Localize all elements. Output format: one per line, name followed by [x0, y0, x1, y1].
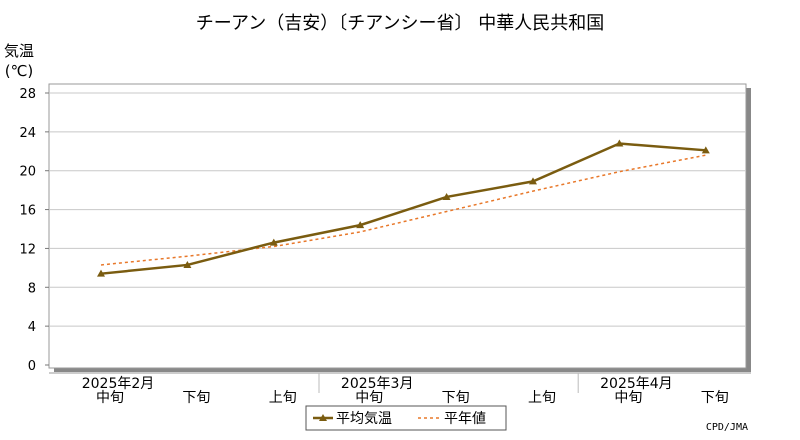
source-credit: CPD/JMA — [706, 422, 748, 433]
chart-title: チーアン（吉安）〔チアンシー省〕 中華人民共和国 — [196, 13, 605, 34]
month-label: 2025年2月 — [82, 376, 155, 392]
y-tick-label: 20 — [19, 165, 36, 180]
data-point-mean — [97, 269, 105, 277]
data-point-mean — [269, 238, 278, 246]
data-point-mean — [183, 260, 192, 268]
y-axis-label: 気温 — [4, 42, 34, 60]
y-tick-label: 4 — [28, 320, 36, 335]
data-point-mean — [701, 146, 710, 154]
plot-area — [48, 83, 747, 369]
legend: 平均気温 平年値 — [305, 405, 507, 431]
x-tick-label: 中旬 — [614, 390, 642, 406]
x-tick-label: 上旬 — [269, 390, 297, 406]
x-tick-label: 中旬 — [355, 390, 383, 406]
legend-label-normal: 平年値 — [444, 411, 486, 427]
x-tick-label: 上旬 — [528, 390, 556, 406]
y-tick-label: 24 — [19, 126, 36, 141]
y-tick-label: 16 — [19, 204, 36, 219]
y-ticks: 0 4 8 12 16 20 24 28 — [19, 87, 49, 374]
legend-label-mean: 平均気温 — [336, 411, 392, 427]
y-tick-label: 8 — [28, 281, 36, 296]
legend-marker-mean — [319, 414, 327, 421]
series-layer — [97, 139, 710, 277]
data-point-mean — [615, 139, 624, 147]
x-tick-label: 中旬 — [96, 390, 124, 406]
month-label: 2025年3月 — [341, 376, 414, 392]
x-tick-label: 下旬 — [442, 390, 470, 406]
grid — [49, 92, 746, 327]
x-tick-label: 下旬 — [182, 390, 210, 406]
y-tick-label: 0 — [28, 359, 36, 374]
legend-box — [305, 405, 507, 431]
y-axis-unit: (℃) — [5, 62, 34, 80]
x-tick-label: 下旬 — [701, 390, 729, 406]
data-point-mean — [529, 177, 537, 185]
month-label: 2025年4月 — [600, 376, 673, 392]
y-tick-label: 28 — [19, 87, 36, 102]
series-line-normal — [100, 154, 706, 266]
data-point-mean — [356, 221, 365, 229]
data-point-mean — [442, 192, 451, 200]
series-line-mean — [100, 142, 706, 275]
y-tick-label: 12 — [19, 242, 36, 257]
